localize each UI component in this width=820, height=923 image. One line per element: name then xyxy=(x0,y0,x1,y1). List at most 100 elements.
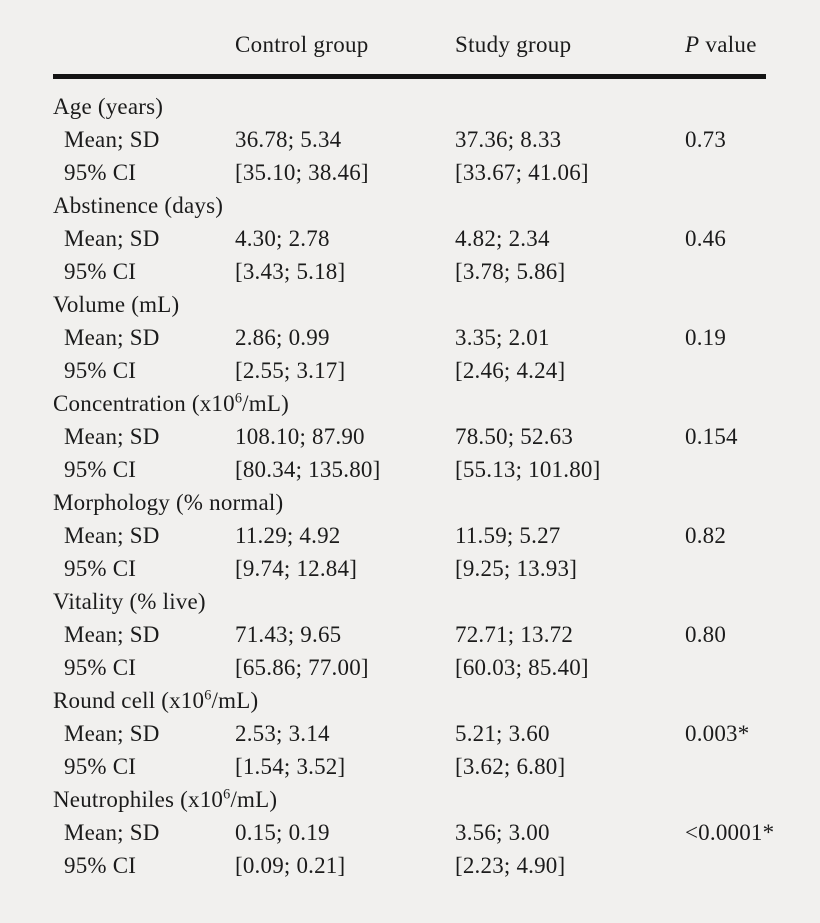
control-value: 36.78; 5.34 xyxy=(235,127,342,152)
study-value: [3.78; 5.86] xyxy=(455,259,566,284)
p-value xyxy=(685,255,766,288)
data-row: Mean; SD 4.30; 2.78 4.82; 2.34 0.46 xyxy=(53,222,766,255)
row-label: Mean; SD xyxy=(64,820,160,845)
study-value: 4.82; 2.34 xyxy=(455,226,550,251)
section-row: Age (years) xyxy=(53,77,766,124)
section-row: Concentration (x106/mL) xyxy=(53,387,766,420)
results-table: Control group Study group P value Age (y… xyxy=(53,32,775,883)
data-row: 95% CI [80.34; 135.80] [55.13; 101.80] xyxy=(53,453,766,486)
study-value: [33.67; 41.06] xyxy=(455,160,589,185)
p-value: 0.73 xyxy=(685,127,727,152)
row-label: Mean; SD xyxy=(64,523,160,548)
study-value: [2.46; 4.24] xyxy=(455,358,566,383)
row-label: Mean; SD xyxy=(64,325,160,350)
data-row: Mean; SD 108.10; 87.90 78.50; 52.63 0.154 xyxy=(53,420,766,453)
data-row: 95% CI [0.09; 0.21] [2.23; 4.90] xyxy=(53,849,766,882)
p-value xyxy=(685,651,766,684)
p-value-italic-letter: P xyxy=(685,32,700,57)
row-label: Mean; SD xyxy=(64,424,160,449)
row-label: Mean; SD xyxy=(64,226,160,251)
data-row: 95% CI [65.86; 77.00] [60.03; 85.40] xyxy=(53,651,766,684)
control-value: 71.43; 9.65 xyxy=(235,622,342,647)
data-row: 95% CI [3.43; 5.18] [3.78; 5.86] xyxy=(53,255,766,288)
p-value: 0.80 xyxy=(685,622,727,647)
data-row: Mean; SD 0.15; 0.19 3.56; 3.00 <0.0001* xyxy=(53,816,775,849)
header-p-value: P value xyxy=(685,32,766,79)
data-row: Mean; SD 2.53; 3.14 5.21; 3.60 0.003* xyxy=(53,717,766,750)
p-value xyxy=(685,552,766,585)
section-label: Morphology (% normal) xyxy=(53,490,284,515)
p-value xyxy=(685,750,766,783)
control-value: 11.29; 4.92 xyxy=(235,523,341,548)
p-value xyxy=(685,453,766,486)
section-row: Round cell (x106/mL) xyxy=(53,684,766,717)
study-value: [9.25; 13.93] xyxy=(455,556,578,581)
row-label: 95% CI xyxy=(64,655,137,680)
control-value: 4.30; 2.78 xyxy=(235,226,330,251)
study-value: 72.71; 13.72 xyxy=(455,622,574,647)
p-value: <0.0001* xyxy=(685,820,775,845)
section-row: Morphology (% normal) xyxy=(53,486,766,519)
section-row: Volume (mL) xyxy=(53,288,766,321)
header-row: Control group Study group P value xyxy=(53,32,766,79)
control-value: [80.34; 135.80] xyxy=(235,457,381,482)
data-row: 95% CI [35.10; 38.46] [33.67; 41.06] xyxy=(53,156,766,189)
table-header: Control group Study group P value xyxy=(53,32,766,79)
row-label: Mean; SD xyxy=(64,622,160,647)
study-value: 78.50; 52.63 xyxy=(455,424,574,449)
data-row: Mean; SD 36.78; 5.34 37.36; 8.33 0.73 xyxy=(53,123,766,156)
data-row: 95% CI [1.54; 3.52] [3.62; 6.80] xyxy=(53,750,766,783)
header-study-group: Study group xyxy=(455,32,685,79)
table-body: Age (years) Mean; SD 36.78; 5.34 37.36; 8.3… xyxy=(53,77,775,883)
p-value: 0.19 xyxy=(685,325,727,350)
p-value-rest: value xyxy=(699,32,757,57)
data-row: Mean; SD 11.29; 4.92 11.59; 5.27 0.82 xyxy=(53,519,766,552)
control-value: [1.54; 3.52] xyxy=(235,754,346,779)
section-row: Neutrophiles (x106/mL) xyxy=(53,783,766,816)
study-value: 11.59; 5.27 xyxy=(455,523,561,548)
data-row: 95% CI [2.55; 3.17] [2.46; 4.24] xyxy=(53,354,766,387)
header-row-label xyxy=(53,32,235,79)
control-value: 2.86; 0.99 xyxy=(235,325,330,350)
section-label: Round cell (x106/mL) xyxy=(53,687,259,713)
p-value: 0.003* xyxy=(685,721,750,746)
section-label: Concentration (x106/mL) xyxy=(53,390,289,416)
row-label: 95% CI xyxy=(64,457,137,482)
study-value: 3.35; 2.01 xyxy=(455,325,550,350)
study-value: [60.03; 85.40] xyxy=(455,655,589,680)
control-value: [3.43; 5.18] xyxy=(235,259,346,284)
data-row: Mean; SD 2.86; 0.99 3.35; 2.01 0.19 xyxy=(53,321,766,354)
control-value: 0.15; 0.19 xyxy=(235,820,330,845)
row-label: 95% CI xyxy=(64,853,137,878)
p-value xyxy=(685,849,766,882)
section-label: Vitality (% live) xyxy=(53,589,206,614)
control-value: 108.10; 87.90 xyxy=(235,424,365,449)
row-label: 95% CI xyxy=(64,259,137,284)
study-value: 3.56; 3.00 xyxy=(455,820,550,845)
study-value: 5.21; 3.60 xyxy=(455,721,550,746)
row-label: 95% CI xyxy=(64,556,137,581)
control-value: 2.53; 3.14 xyxy=(235,721,330,746)
paper-table-container: Control group Study group P value Age (y… xyxy=(53,32,775,883)
control-value: [2.55; 3.17] xyxy=(235,358,346,383)
row-label: Mean; SD xyxy=(64,721,160,746)
row-label: 95% CI xyxy=(64,358,137,383)
study-value: [3.62; 6.80] xyxy=(455,754,566,779)
p-value xyxy=(685,156,766,189)
section-label: Abstinence (days) xyxy=(53,193,224,218)
header-control-group: Control group xyxy=(235,32,455,79)
study-value: 37.36; 8.33 xyxy=(455,127,562,152)
row-label: 95% CI xyxy=(64,754,137,779)
control-value: [65.86; 77.00] xyxy=(235,655,369,680)
row-label: Mean; SD xyxy=(64,127,160,152)
data-row: 95% CI [9.74; 12.84] [9.25; 13.93] xyxy=(53,552,766,585)
p-value xyxy=(685,354,766,387)
row-label: 95% CI xyxy=(64,160,137,185)
study-value: [2.23; 4.90] xyxy=(455,853,566,878)
section-label: Volume (mL) xyxy=(53,292,180,317)
p-value: 0.154 xyxy=(685,424,738,449)
control-value: [0.09; 0.21] xyxy=(235,853,346,878)
study-value: [55.13; 101.80] xyxy=(455,457,601,482)
p-value: 0.46 xyxy=(685,226,727,251)
section-row: Abstinence (days) xyxy=(53,189,766,222)
